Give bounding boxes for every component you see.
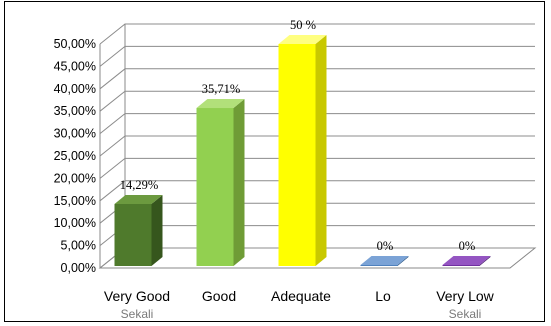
gridline <box>99 23 535 45</box>
gridline <box>99 113 535 134</box>
gridline <box>99 45 535 67</box>
data-label: 0% <box>377 239 394 253</box>
category-label: Good <box>202 288 236 304</box>
gridline <box>99 157 535 179</box>
data-labels: 14,29% 35,71% 50 % 0% 0% <box>120 18 476 253</box>
bar-side <box>233 99 245 267</box>
gridline <box>99 68 535 90</box>
bar-front <box>114 203 152 266</box>
bar-front <box>360 265 398 266</box>
gridline <box>99 90 535 112</box>
data-label: 35,71% <box>202 82 241 96</box>
x-axis-category-labels: Very Good Sekali Good Adequate Lo Very Low Sek… <box>104 288 495 321</box>
bar-side <box>479 256 491 266</box>
category-label-overflow: Sekali <box>449 307 482 321</box>
y-axis-tick-labels: 0,00% 5,00% 10,00% 15,00% 20,00% 25,00% 30,00%… <box>54 37 96 275</box>
bar-top <box>360 256 409 265</box>
y-tick-label: 15,00% <box>54 194 96 208</box>
bar <box>114 194 163 266</box>
category-label: Lo <box>375 288 391 304</box>
bar <box>442 256 491 266</box>
bar-top <box>114 194 163 204</box>
bar-side <box>151 194 163 266</box>
bar-top <box>442 256 491 265</box>
category-label: Very Low <box>436 288 494 304</box>
y-tick-label: 50,00% <box>54 37 96 51</box>
y-tick-label: 25,00% <box>54 149 96 163</box>
data-label: 14,29% <box>120 178 159 192</box>
bar <box>360 256 409 266</box>
bar <box>278 35 327 266</box>
data-label: 50 % <box>290 18 316 32</box>
bar-top <box>196 99 245 109</box>
bar <box>196 99 245 267</box>
gridline <box>99 135 535 157</box>
bar-side <box>397 256 409 266</box>
data-label: 0% <box>459 239 476 253</box>
y-tick-label: 40,00% <box>54 82 96 96</box>
y-tick-label: 5,00% <box>61 239 96 253</box>
category-label-overflow: Sekali <box>121 307 154 321</box>
y-tick-label: 20,00% <box>54 171 96 185</box>
category-label: Adequate <box>271 288 331 304</box>
bars <box>114 35 491 267</box>
bar-front <box>442 265 480 266</box>
y-tick-label: 30,00% <box>54 127 96 141</box>
y-tick-label: 35,00% <box>54 104 96 118</box>
y-tick-label: 45,00% <box>54 59 96 73</box>
bar-top <box>278 35 327 44</box>
y-tick-label: 10,00% <box>54 216 96 230</box>
gridline <box>99 180 535 202</box>
bar-front <box>278 44 316 266</box>
category-label: Very Good <box>104 288 170 304</box>
bar-side <box>315 35 327 266</box>
y-tick-label: 0,00% <box>61 261 96 275</box>
bar-front <box>196 108 234 267</box>
gridlines <box>99 23 535 269</box>
